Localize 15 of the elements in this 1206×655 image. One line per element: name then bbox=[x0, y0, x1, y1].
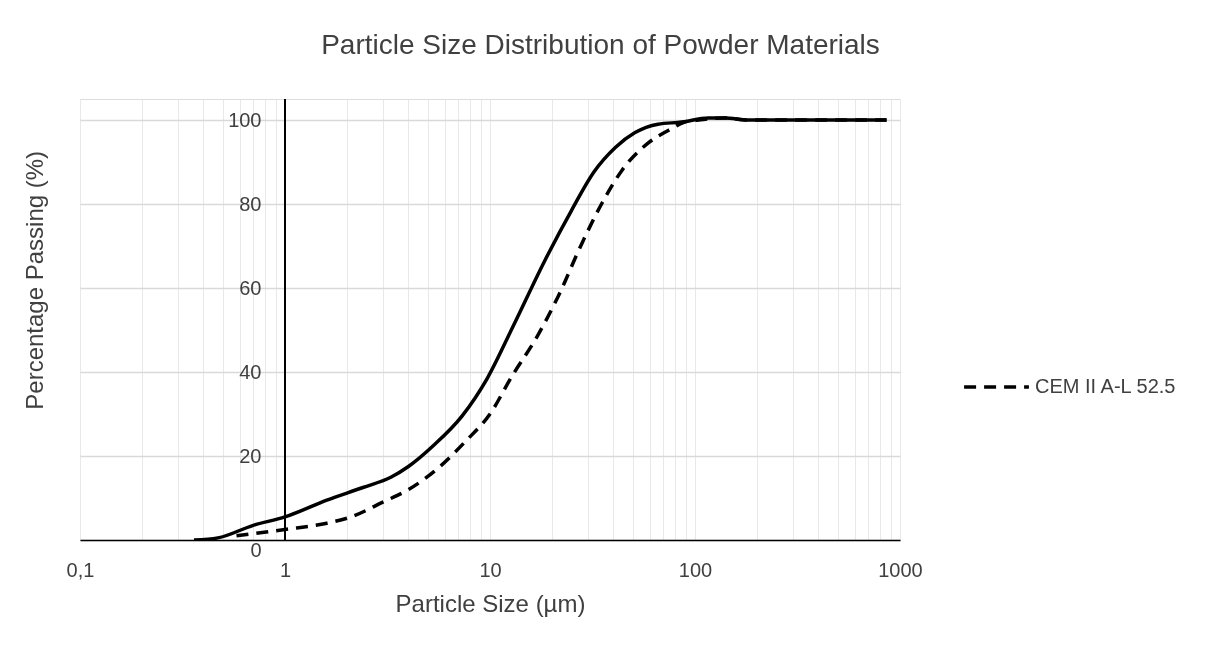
y-tick-label: 80 bbox=[239, 192, 262, 215]
y-tick-label: 60 bbox=[239, 276, 262, 299]
x-tick-label: 0,1 bbox=[66, 558, 95, 581]
x-tick-label: 100 bbox=[678, 558, 713, 581]
y-tick-label: 20 bbox=[239, 444, 262, 467]
x-tick-label: 10 bbox=[479, 558, 502, 581]
y-tick-label: 100 bbox=[228, 108, 262, 131]
y-tick-label: 0 bbox=[250, 538, 262, 561]
chart-title: Particle Size Distribution of Powder Materials bbox=[321, 29, 880, 60]
x-tick-label: 1 bbox=[279, 558, 292, 581]
x-axis-title: Particle Size (µm) bbox=[395, 589, 586, 617]
y-tick-label: 40 bbox=[239, 360, 262, 383]
y-axis-title: Percentage Passing (%) bbox=[20, 150, 48, 410]
x-tick-label: 1000 bbox=[878, 558, 923, 581]
legend-label: CEM II A-L 52.5 bbox=[1035, 375, 1176, 398]
